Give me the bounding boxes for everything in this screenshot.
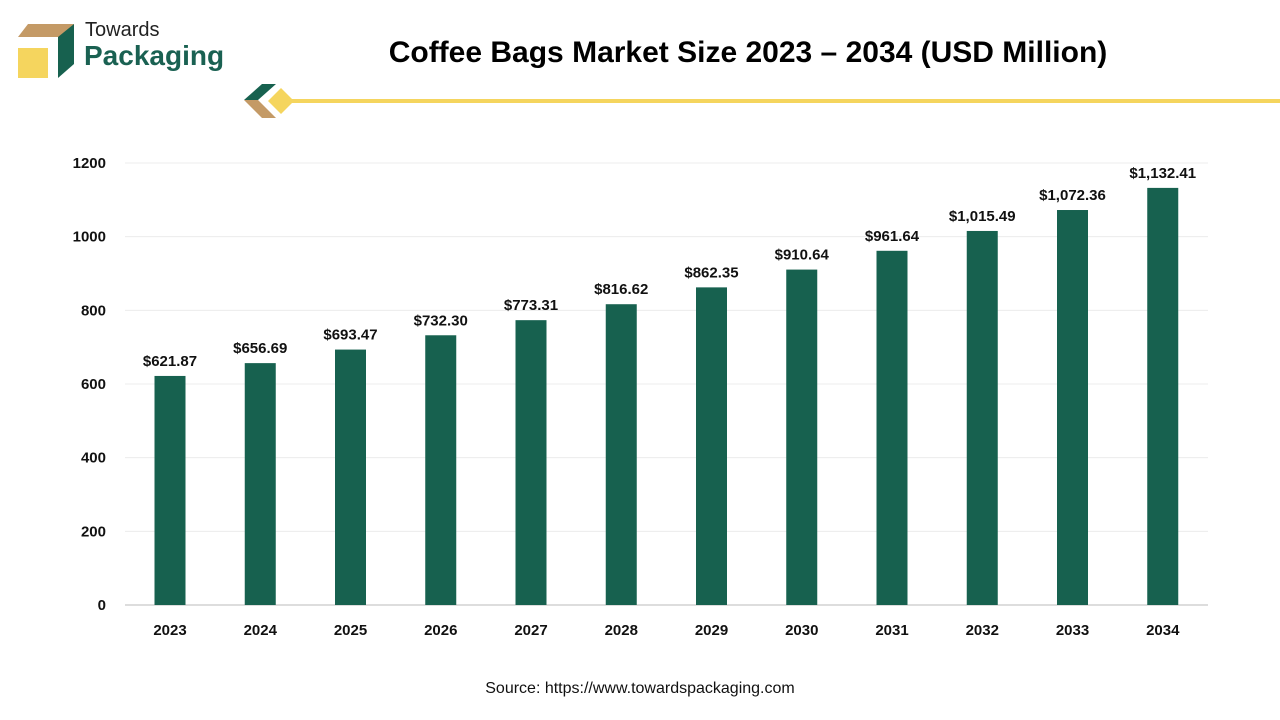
bar-2031 — [876, 250, 908, 605]
bar-2026 — [425, 335, 457, 605]
x-tick-label: 2033 — [1056, 622, 1089, 639]
logo-icon — [18, 24, 74, 78]
bar-2024 — [244, 363, 276, 605]
data-label: $693.47 — [323, 327, 377, 344]
y-tick-label: 1200 — [73, 155, 106, 172]
data-label: $1,015.49 — [949, 208, 1016, 225]
logo-text-towards: Towards — [85, 19, 160, 41]
bar-2032 — [966, 230, 998, 605]
logo-text-packaging: Packaging — [84, 40, 225, 71]
y-tick-label: 0 — [98, 597, 106, 614]
x-tick-label: 2026 — [424, 622, 457, 639]
bar-2028 — [605, 304, 637, 605]
x-tick-label: 2025 — [334, 622, 367, 639]
data-label: $732.30 — [414, 312, 468, 329]
y-tick-label: 600 — [81, 376, 106, 393]
bar-2034 — [1147, 187, 1179, 606]
data-label: $961.64 — [865, 228, 920, 245]
data-label: $862.35 — [684, 264, 738, 281]
title-decoration — [244, 84, 1280, 118]
data-label: $816.62 — [594, 281, 648, 298]
data-label: $910.64 — [775, 247, 830, 264]
y-tick-label: 1000 — [73, 229, 106, 246]
data-label: $621.87 — [143, 353, 197, 370]
x-tick-label: 2023 — [153, 622, 186, 639]
x-tick-label: 2028 — [605, 622, 638, 639]
source-note: Source: https://www.towardspackaging.com — [485, 680, 795, 697]
data-label: $773.31 — [504, 297, 558, 314]
x-tick-label: 2024 — [244, 622, 278, 639]
x-tick-label: 2027 — [514, 622, 547, 639]
x-tick-label: 2034 — [1146, 622, 1180, 639]
x-tick-label: 2031 — [875, 622, 908, 639]
data-label: $656.69 — [233, 340, 287, 357]
bar-2033 — [1057, 210, 1088, 605]
x-tick-label: 2030 — [785, 622, 818, 639]
bar-2027 — [515, 320, 547, 605]
bar-2025 — [335, 349, 366, 605]
y-tick-label: 200 — [81, 523, 106, 540]
x-tick-label: 2029 — [695, 622, 728, 639]
y-tick-label: 400 — [81, 450, 106, 467]
bar-2023 — [154, 375, 186, 605]
chart-title: Coffee Bags Market Size 2023 – 2034 (USD… — [388, 36, 1108, 69]
bar-2030 — [786, 269, 818, 605]
bar-2029 — [696, 287, 727, 605]
data-label: $1,132.41 — [1129, 165, 1196, 182]
data-label: $1,072.36 — [1039, 187, 1106, 204]
x-tick-label: 2032 — [966, 622, 999, 639]
y-tick-label: 800 — [81, 302, 106, 319]
